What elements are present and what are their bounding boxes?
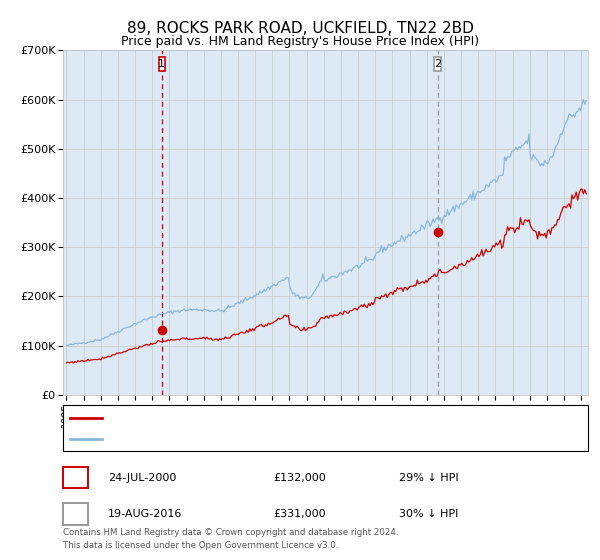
Text: HPI: Average price, detached house, Wealden: HPI: Average price, detached house, Weal… — [108, 434, 358, 444]
Text: 2: 2 — [72, 507, 79, 521]
Text: £331,000: £331,000 — [273, 509, 326, 519]
Text: 19-AUG-2016: 19-AUG-2016 — [108, 509, 182, 519]
Text: 1: 1 — [158, 59, 166, 69]
Text: 30% ↓ HPI: 30% ↓ HPI — [399, 509, 458, 519]
Text: 29% ↓ HPI: 29% ↓ HPI — [399, 473, 458, 483]
Text: 24-JUL-2000: 24-JUL-2000 — [108, 473, 176, 483]
Text: 89, ROCKS PARK ROAD, UCKFIELD, TN22 2BD (detached house): 89, ROCKS PARK ROAD, UCKFIELD, TN22 2BD … — [108, 413, 455, 423]
Text: Price paid vs. HM Land Registry's House Price Index (HPI): Price paid vs. HM Land Registry's House … — [121, 35, 479, 48]
Text: £132,000: £132,000 — [273, 473, 326, 483]
Text: 89, ROCKS PARK ROAD, UCKFIELD, TN22 2BD: 89, ROCKS PARK ROAD, UCKFIELD, TN22 2BD — [127, 21, 473, 36]
Bar — [158, 57, 165, 71]
Text: 1: 1 — [72, 471, 79, 484]
Text: 2: 2 — [434, 59, 441, 69]
Text: Contains HM Land Registry data © Crown copyright and database right 2024.
This d: Contains HM Land Registry data © Crown c… — [63, 529, 398, 550]
Bar — [434, 57, 441, 71]
